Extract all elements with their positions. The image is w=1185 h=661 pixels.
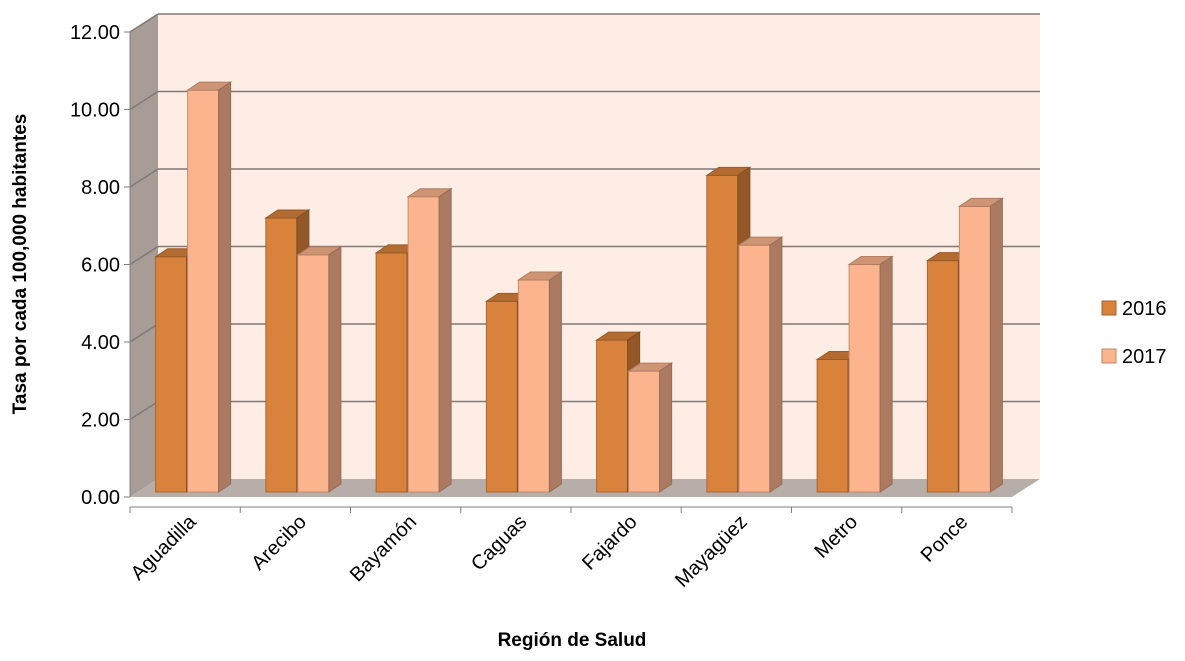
bar-side: [659, 362, 673, 493]
bar-front: [926, 260, 959, 493]
legend-label: 2016: [1122, 298, 1167, 320]
bar-2017-arecibo: [296, 245, 343, 493]
gridline-side: [129, 245, 159, 266]
y-tick-label: 0.00: [81, 487, 120, 509]
bars: [153, 81, 1005, 493]
x-tick-label: Ponce: [917, 511, 973, 567]
bar-2017-aguadilla: [185, 81, 233, 493]
y-tick-label: 10.00: [70, 100, 120, 122]
y-tick-label: 8.00: [81, 177, 120, 199]
bar-front: [375, 252, 408, 493]
bar-front: [155, 256, 188, 493]
y-tick-label: 2.00: [81, 410, 120, 432]
legend-swatch: [1101, 300, 1117, 316]
bar-front: [265, 217, 298, 493]
gridline-side: [129, 13, 159, 33]
bar-front: [517, 279, 550, 493]
bar-side: [438, 187, 452, 493]
bar-front: [958, 205, 991, 493]
gridline-side: [129, 323, 159, 343]
y-tick-label: 4.00: [81, 332, 120, 354]
bar-side: [989, 197, 1003, 493]
bar-side: [218, 81, 232, 493]
x-tick-label: Bayamón: [346, 511, 421, 586]
bar-front: [738, 244, 771, 493]
x-tick-label: Aguadilla: [127, 510, 201, 584]
floor: [130, 479, 1040, 497]
bar-front: [187, 89, 220, 493]
gridline-side: [129, 90, 159, 111]
bar-front: [816, 358, 849, 493]
x-tick-label: Metro: [810, 511, 862, 563]
bar-front: [596, 339, 629, 493]
axes: [124, 31, 1013, 513]
bar-front: [297, 254, 330, 493]
bar-front: [407, 196, 440, 493]
y-axis-title: Tasa por cada 100,000 habitantes: [10, 114, 31, 415]
x-axis-title: Región de Salud: [498, 630, 647, 651]
x-tick-label: Arecibo: [247, 511, 311, 575]
bar-front: [848, 264, 881, 493]
gridline-side: [129, 168, 159, 188]
bar-front: [706, 174, 739, 493]
bar-side: [769, 236, 783, 493]
bar-2017-metro: [847, 255, 894, 493]
y-tick-label: 12.00: [70, 22, 120, 44]
y-tick-label: 6.00: [81, 255, 120, 277]
bar-front: [628, 370, 661, 493]
bar-2017-caguas: [516, 271, 564, 493]
bar-front: [485, 300, 518, 493]
legend-label: 2017: [1122, 346, 1167, 368]
bar-side: [879, 255, 893, 493]
gridline-side: [129, 400, 159, 421]
y-tick-labels: 0.00 2.00 4.00 6.00 8.00 10.00 12.00: [70, 22, 120, 509]
bar-2017-fajardo: [626, 362, 674, 493]
bar-side: [328, 245, 342, 493]
legend-item-2016: 2016: [1101, 298, 1167, 320]
x-tick-label: Mayagüez: [671, 511, 752, 592]
legend: 2016 2017: [1101, 298, 1167, 368]
legend-swatch: [1101, 348, 1117, 364]
bar-side: [548, 271, 562, 493]
bar-2017-ponce: [957, 197, 1005, 493]
bar-2017-bayamón: [406, 187, 453, 493]
x-tick-labels: Aguadilla Arecibo Bayamón Caguas Fajardo Maya…: [127, 510, 972, 591]
x-tick-label: Fajardo: [578, 511, 642, 575]
x-tick-label: Caguas: [467, 511, 531, 575]
legend-item-2017: 2017: [1101, 346, 1167, 368]
bar-2017-mayagüez: [737, 236, 784, 493]
